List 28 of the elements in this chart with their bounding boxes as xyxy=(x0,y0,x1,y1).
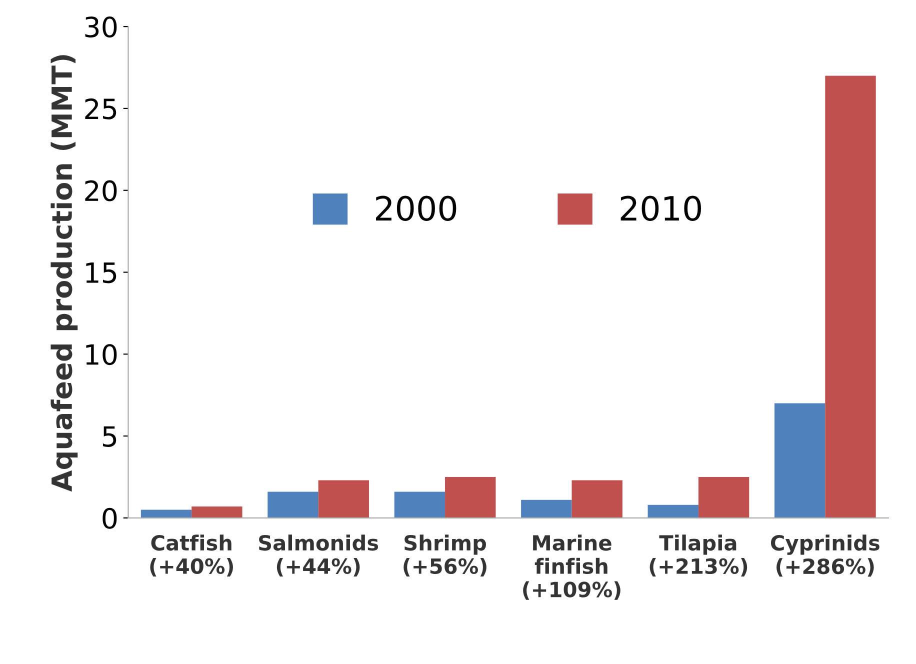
bar xyxy=(521,500,572,518)
bar xyxy=(268,492,318,518)
bar xyxy=(318,480,369,518)
y-tick-label: 25 xyxy=(85,98,116,120)
bar xyxy=(394,492,446,518)
y-axis-title: Aquafeed production (MMT) xyxy=(50,55,78,492)
bar xyxy=(774,403,826,518)
bar xyxy=(648,504,698,518)
y-tick-label: 0 xyxy=(102,508,117,529)
x-tick-label: Salmonids (+44%) xyxy=(259,534,378,576)
bar xyxy=(445,476,496,518)
y-tick-label: 15 xyxy=(86,262,116,284)
bar xyxy=(825,76,876,518)
x-tick-label: Tilapia (+213%) xyxy=(650,534,748,576)
y-tick-label: 30 xyxy=(85,16,117,38)
y-tick-label: 5 xyxy=(102,426,116,447)
bar xyxy=(192,506,242,518)
y-tick-label: 10 xyxy=(86,344,117,366)
bar xyxy=(140,510,192,518)
x-tick-label: Cyprinids (+286%) xyxy=(770,534,880,577)
y-tick-label: 20 xyxy=(85,180,117,202)
bar xyxy=(572,480,622,518)
x-tick-label: Shrimp (+56%) xyxy=(404,534,486,576)
legend-label: 2000 xyxy=(376,196,456,221)
legend-label: 2010 xyxy=(620,196,701,221)
x-tick-label: Catfish (+40%) xyxy=(150,534,233,576)
x-tick-label: Marine finfish (+109%) xyxy=(523,534,620,600)
bar xyxy=(698,476,750,518)
